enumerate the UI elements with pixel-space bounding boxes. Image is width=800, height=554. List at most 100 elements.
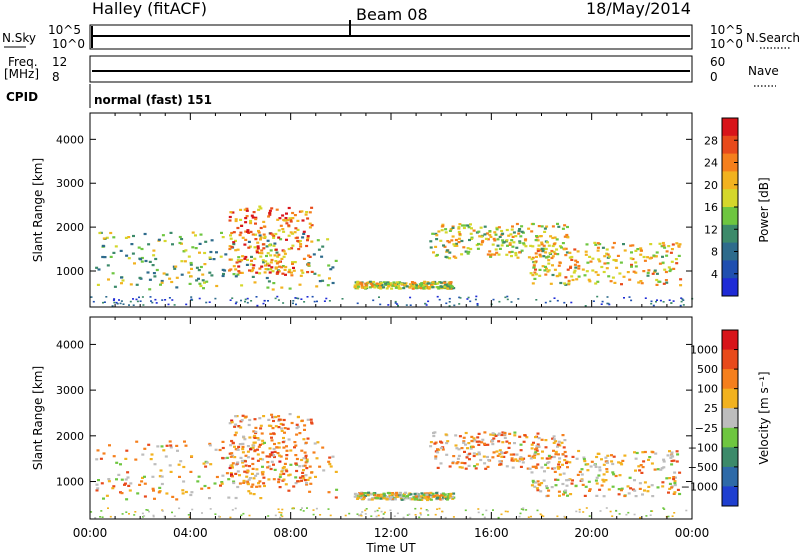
echo-cell	[234, 472, 238, 475]
echo-cell	[248, 418, 252, 422]
echo-cell	[451, 462, 455, 465]
echo-cell	[326, 238, 330, 241]
echo-cell	[557, 490, 561, 493]
echo-cell	[128, 489, 132, 492]
echo-cell	[532, 264, 536, 267]
echo-cell	[173, 515, 176, 517]
echo-cell	[266, 286, 270, 289]
echo-cell	[147, 243, 151, 246]
echo-cell	[519, 235, 523, 238]
echo-cell	[246, 450, 250, 453]
echo-cell	[515, 459, 519, 462]
echo-cell	[195, 266, 199, 269]
echo-cell	[610, 454, 613, 457]
echo-cell	[530, 443, 534, 446]
echo-cell	[527, 454, 531, 457]
echo-cell	[495, 251, 499, 254]
echo-cell	[498, 247, 502, 250]
echo-cell	[250, 300, 253, 302]
echo-cell	[590, 460, 594, 463]
echo-cell	[620, 489, 623, 492]
echo-cell	[262, 302, 265, 305]
echo-cell	[323, 300, 326, 302]
echo-cell	[298, 476, 302, 479]
y-tick-label: 1000	[56, 265, 84, 278]
echo-cell	[250, 259, 253, 262]
echo-cell	[146, 271, 150, 274]
echo-cell	[668, 269, 672, 273]
echo-cell	[240, 224, 244, 227]
echo-cell	[534, 268, 537, 271]
echo-cell	[282, 418, 286, 422]
echo-cell	[562, 248, 566, 251]
echo-cell	[313, 300, 316, 303]
echo-cell	[458, 303, 461, 305]
echo-cell	[231, 462, 235, 465]
echo-cell	[140, 247, 144, 251]
echo-cell	[169, 444, 173, 447]
echo-cell	[421, 496, 425, 499]
echo-cell	[639, 247, 643, 250]
echo-cell	[598, 260, 602, 263]
echo-cell	[429, 491, 433, 494]
echo-cell	[194, 234, 197, 237]
echo-cell	[475, 453, 479, 456]
echo-cell	[659, 299, 662, 302]
echo-cell	[675, 262, 679, 265]
echo-cell	[424, 495, 428, 498]
echo-cell	[617, 488, 621, 491]
echo-cell	[234, 275, 238, 278]
echo-cell	[252, 444, 256, 447]
echo-cell	[180, 273, 184, 276]
echo-cell	[469, 300, 472, 303]
echo-cell	[600, 303, 603, 305]
echo-cell	[544, 273, 548, 276]
echo-cell	[261, 442, 265, 445]
echo-cell	[447, 283, 451, 286]
echo-cell	[254, 474, 258, 477]
echo-cell	[267, 264, 271, 267]
echo-cell	[311, 295, 314, 298]
echo-cell	[438, 507, 441, 510]
echo-cell	[523, 434, 527, 437]
echo-cell	[650, 484, 654, 487]
echo-cell	[271, 288, 275, 291]
echo-cell	[422, 284, 426, 287]
echo-cell	[275, 272, 279, 275]
echo-cell	[458, 296, 461, 299]
echo-cell	[429, 240, 433, 243]
echo-cell	[445, 249, 449, 252]
echo-cell	[208, 271, 212, 274]
echo-cell	[663, 246, 667, 249]
echo-cell	[673, 471, 677, 474]
echo-cell	[302, 257, 306, 260]
echo-cell	[595, 482, 599, 485]
echo-cell	[277, 478, 281, 481]
echo-cell	[99, 457, 103, 460]
echo-cell	[420, 287, 423, 290]
echo-cell	[552, 250, 556, 253]
echo-cell	[395, 495, 399, 498]
echo-cell	[356, 302, 359, 305]
echo-cell	[543, 227, 547, 230]
echo-cell	[296, 219, 300, 222]
echo-cell	[264, 268, 268, 271]
echo-cell	[462, 436, 466, 439]
echo-cell	[477, 451, 481, 454]
echo-cell	[494, 248, 498, 251]
echo-cell	[607, 302, 610, 305]
echo-cell	[141, 476, 144, 479]
echo-cell	[114, 245, 118, 248]
echo-cell	[427, 287, 431, 290]
echo-cell	[596, 280, 600, 283]
echo-cell	[386, 281, 390, 284]
echo-cell	[205, 280, 209, 283]
echo-cell	[162, 272, 166, 275]
echo-cell	[517, 232, 521, 235]
echo-cell	[269, 424, 273, 427]
echo-cell	[532, 266, 536, 269]
echo-cell	[491, 433, 495, 436]
echo-cell	[127, 236, 131, 239]
echo-cell	[230, 473, 233, 476]
echo-cell	[685, 509, 688, 512]
